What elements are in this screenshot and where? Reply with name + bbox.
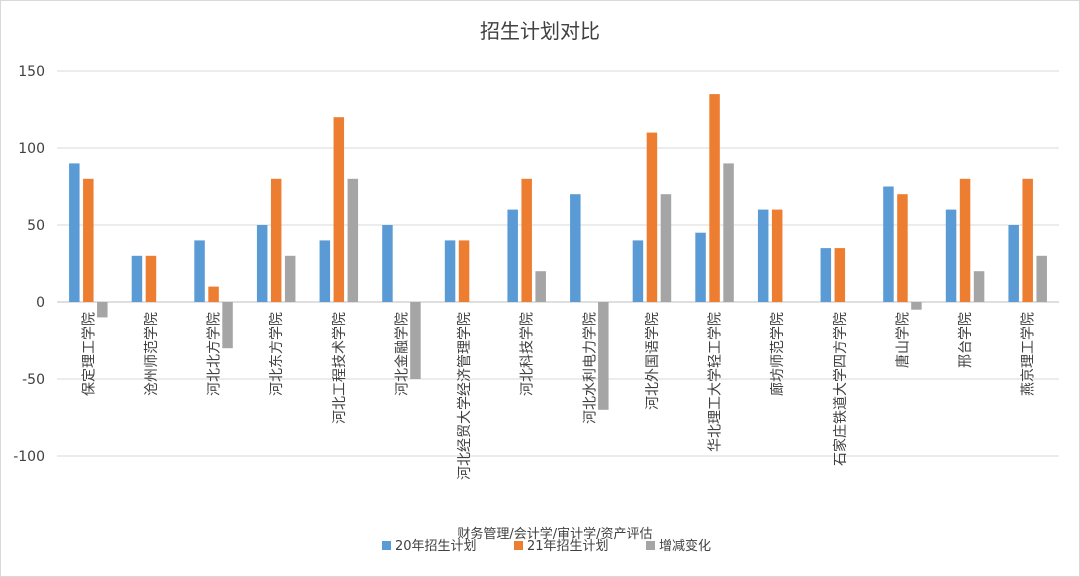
category-label: 河北东方学院	[269, 312, 285, 396]
bar	[959, 178, 971, 302]
bar	[660, 194, 672, 302]
category-label: 邢台学院	[958, 312, 974, 368]
bar	[194, 240, 205, 302]
bar	[695, 232, 706, 302]
legend: 20年招生计划 21年招生计划 增减变化	[382, 538, 711, 554]
bar	[709, 94, 720, 302]
bar	[444, 240, 456, 302]
bar	[820, 248, 832, 302]
legend-label: 20年招生计划	[395, 539, 477, 554]
legend-swatch	[514, 541, 523, 550]
category-label: 河北工程技术学院	[332, 312, 348, 424]
bar	[347, 178, 359, 302]
bar	[646, 132, 658, 302]
bar	[97, 302, 108, 318]
y-tick-label: 150	[18, 64, 45, 80]
bar	[535, 271, 546, 302]
bar	[333, 117, 345, 302]
bar	[632, 240, 644, 302]
category-labels: 保定理工学院 沧州师范学院 河北北方学院 河北东方学院 河北工程技术学院 河北金融学院 河北…	[81, 312, 1036, 480]
bar	[222, 302, 233, 349]
y-tick-label: 50	[27, 218, 45, 234]
category-label: 河北金融学院	[394, 312, 410, 396]
category-label: 唐山学院	[894, 312, 911, 368]
legend-swatch	[382, 541, 391, 550]
bar	[410, 302, 421, 379]
bar	[973, 271, 985, 302]
bar	[1036, 255, 1047, 302]
category-label: 廊坊师范学院	[769, 312, 786, 396]
category-label: 保定理工学院	[81, 312, 97, 396]
y-tick-label: 0	[36, 295, 45, 311]
bar	[382, 225, 393, 302]
y-tick-label: 100	[18, 141, 45, 157]
y-tick-label: -50	[22, 372, 45, 388]
bar	[284, 255, 296, 302]
legend-swatch	[646, 541, 655, 550]
bar	[131, 255, 143, 302]
bar	[458, 240, 470, 302]
bar	[145, 255, 157, 302]
bar	[911, 302, 922, 310]
bars	[69, 94, 1047, 410]
category-label: 河北经贸大学经济管理学院	[457, 312, 473, 480]
category-label: 沧州师范学院	[143, 312, 160, 396]
bar	[319, 240, 331, 302]
bar	[69, 163, 80, 302]
bar	[883, 186, 894, 302]
legend-label: 21年招生计划	[527, 539, 609, 554]
bar	[723, 163, 734, 302]
bar	[897, 194, 908, 302]
category-label: 河北科技学院	[520, 312, 536, 396]
bar	[507, 209, 518, 302]
bar	[83, 178, 94, 302]
category-label: 河北水利电力学院	[582, 312, 598, 424]
y-tick-label: -100	[13, 449, 45, 465]
category-label: 石家庄铁道大学四方学院	[832, 312, 849, 466]
chart-title: 招生计划对比	[480, 19, 600, 43]
bar	[1022, 178, 1033, 302]
x-axis-title: 财务管理/会计学/审计学/资产评估	[457, 526, 652, 542]
category-label: 河北北方学院	[207, 312, 223, 396]
category-label: 华北理工大学轻工学院	[708, 312, 724, 452]
gridlines	[57, 70, 1059, 457]
bar	[834, 248, 846, 302]
bar	[598, 302, 609, 410]
bar	[521, 178, 532, 302]
bar	[757, 209, 769, 302]
category-label: 河北外国语学院	[645, 312, 661, 410]
bar	[256, 225, 268, 302]
bar	[945, 209, 957, 302]
bar	[771, 209, 783, 302]
bar	[1008, 225, 1019, 302]
bar	[270, 178, 282, 302]
y-axis-ticks: 150 100 50 0 -50 -100	[13, 64, 45, 465]
bar	[208, 286, 219, 302]
category-label: 燕京理工学院	[1021, 312, 1037, 396]
legend-label: 增减变化	[659, 538, 711, 554]
bar	[570, 194, 581, 302]
